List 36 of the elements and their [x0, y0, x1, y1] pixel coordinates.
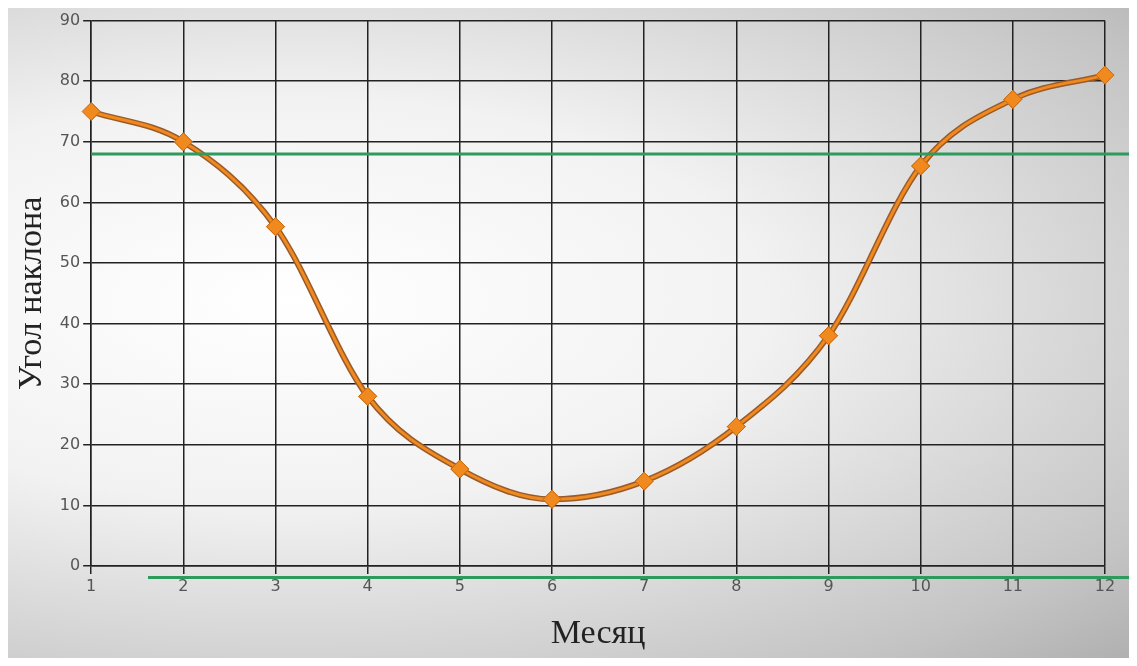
y-tick-label: 90: [59, 9, 81, 29]
point: [1003, 89, 1023, 109]
x-tick-label: 9: [823, 575, 834, 595]
point: [911, 156, 931, 176]
x-tick-label: 5: [454, 575, 465, 595]
x-axis-title: Месяц: [550, 612, 646, 650]
x-tick-label: 8: [731, 575, 742, 595]
y-tick-label: 30: [59, 373, 81, 393]
point: [81, 102, 101, 121]
x-tick-label: 1: [86, 575, 97, 595]
y-tick-label: 60: [59, 191, 81, 211]
x-tick-label: 4: [362, 575, 373, 595]
x-tick-label: 11: [1002, 575, 1024, 595]
x-tick-label: 10: [910, 575, 931, 595]
y-tick-label: 0: [69, 555, 81, 575]
x-tick-label: 7: [639, 575, 650, 595]
point: [819, 326, 838, 346]
point: [726, 417, 746, 437]
point: [634, 471, 654, 491]
point: [265, 217, 285, 237]
point: [173, 132, 193, 152]
x-tick-label: 6: [546, 575, 558, 595]
y-axis-title: Угол наклона: [11, 196, 49, 390]
y-tick-label: 40: [59, 312, 81, 332]
y-tick-label: 80: [59, 70, 81, 90]
x-tick-label: 12: [1094, 575, 1116, 595]
point: [1095, 65, 1115, 85]
point: [450, 459, 470, 479]
x-tick-label: 2: [178, 575, 189, 595]
point: [542, 489, 562, 509]
y-tick-label: 70: [59, 130, 81, 150]
y-tick-label: 10: [59, 494, 81, 514]
y-tick-label: 50: [59, 252, 81, 272]
x-tick-label: 3: [270, 575, 281, 595]
y-tick-label: 20: [59, 433, 81, 453]
point: [358, 386, 378, 406]
